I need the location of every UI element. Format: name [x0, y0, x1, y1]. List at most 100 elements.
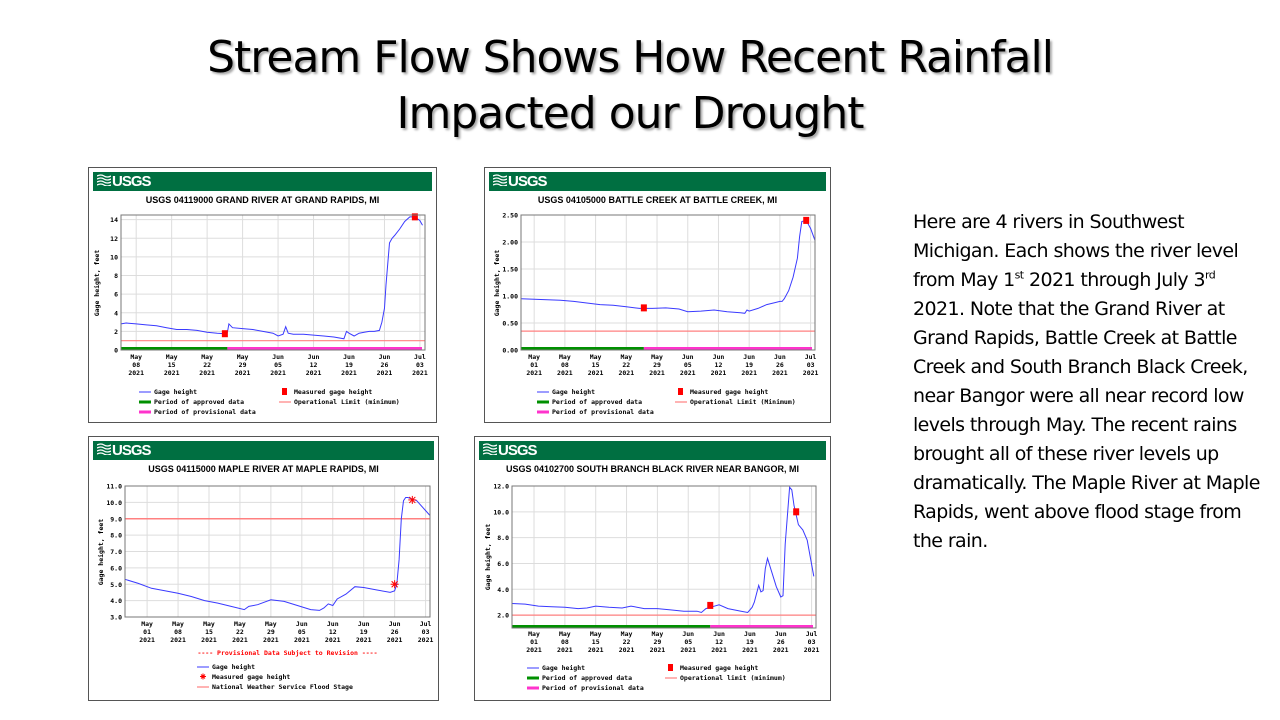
legend-label: Period of provisional data [542, 684, 644, 692]
legend-label: Measured gage height [690, 388, 768, 396]
usgs-logo-text: USGS [112, 173, 152, 190]
usgs-banner: USGS [93, 172, 432, 191]
x-tick-month: Jun [343, 353, 355, 361]
y-tick-label: 2.50 [502, 212, 518, 220]
x-tick-day: 19 [746, 638, 754, 646]
x-tick-year: 2021 [588, 369, 604, 377]
legend-label: Operational limit (minimum) [680, 674, 786, 682]
plot-frame [520, 214, 816, 351]
legend-item: National Weather Service Flood Stage [197, 683, 353, 691]
x-tick-month: Jun [272, 353, 284, 361]
plot-area [512, 486, 816, 628]
x-tick-day: 22 [203, 361, 211, 369]
x-tick-year: 2021 [803, 369, 819, 377]
legend-label: Measured gage height [680, 664, 758, 672]
x-tick-day: 29 [239, 361, 247, 369]
y-axis-label: Gage height, feet [493, 250, 501, 317]
x-tick-year: 2021 [412, 369, 428, 377]
x-tick-year: 2021 [325, 636, 341, 644]
x-tick-month: May [166, 353, 178, 361]
legend-swatch-measured [200, 674, 206, 679]
legend-label: Period of approved data [552, 398, 642, 406]
x-tick-month: May [141, 620, 153, 628]
x-tick-day: 29 [267, 628, 275, 636]
legend-item: Operational Limit (minimum) [279, 398, 400, 406]
usgs-wave-icon [492, 173, 508, 190]
x-tick-month: Jun [775, 630, 787, 638]
legend-item: Period of approved data [527, 674, 632, 682]
x-tick-month: Jun [358, 620, 370, 628]
gage-height-line [520, 219, 816, 314]
y-tick-label: 4.0 [497, 586, 509, 594]
x-tick-year: 2021 [526, 369, 542, 377]
legend-label: Gage height [154, 388, 197, 396]
x-tick-day: 26 [391, 628, 399, 636]
x-tick-day: 22 [622, 361, 630, 369]
x-tick-day: 03 [808, 638, 816, 646]
chart-title: USGS 04115000 MAPLE RIVER AT MAPLE RAPID… [148, 464, 379, 474]
x-tick-year: 2021 [557, 369, 573, 377]
chart-plot: 2.04.06.08.010.012.0May012021May082021Ma… [484, 483, 820, 693]
y-tick-label: 10.0 [106, 499, 122, 507]
x-tick-month: May [559, 353, 571, 361]
x-tick-year: 2021 [377, 369, 393, 377]
x-tick-month: Jul [414, 353, 426, 361]
legend-label: Period of approved data [542, 674, 632, 682]
y-tick-label: 2 [114, 328, 118, 336]
usgs-wave-icon [482, 442, 498, 459]
usgs-logo: USGS [492, 173, 548, 190]
chart-panel-grand-river: USGS USGS 04119000 GRAND RIVER AT GRAND … [88, 167, 437, 423]
measured-gage-marker [640, 304, 647, 312]
x-tick-day: 05 [684, 638, 692, 646]
x-tick-day: 19 [360, 628, 368, 636]
x-tick-year: 2021 [772, 369, 788, 377]
y-tick-label: 4.0 [110, 597, 122, 605]
y-tick-label: 2.00 [502, 239, 518, 247]
plot-frame [124, 485, 431, 618]
x-tick-year: 2021 [680, 646, 696, 654]
x-tick-day: 26 [776, 361, 784, 369]
asterisk-stroke [408, 496, 416, 504]
legend-label: Period of provisional data [154, 408, 256, 416]
description-text: Here are 4 rivers in Southwest Michigan.… [913, 208, 1263, 556]
x-tick-year: 2021 [680, 369, 696, 377]
legend-label: Operational Limit (minimum) [294, 398, 400, 406]
x-tick-year: 2021 [201, 636, 217, 644]
ordinal-suffix-rd: rd [1204, 268, 1216, 282]
x-tick-month: May [590, 630, 602, 638]
y-tick-label: 10.0 [493, 508, 509, 516]
legend-item: Measured gage height [200, 673, 290, 681]
x-tick-day: 22 [623, 638, 631, 646]
y-tick-label: 9.0 [110, 515, 122, 523]
x-tick-year: 2021 [341, 369, 357, 377]
description-part-3: 2021. Note that the Grand River at Grand… [913, 298, 1260, 552]
chart-panel-battle-creek: USGS USGS 04105000 BATTLE CREEK AT BATTL… [484, 167, 831, 423]
chart-plot: 02468101214May082021May152021May222021Ma… [93, 213, 428, 416]
legend-label: Gage height [542, 664, 585, 672]
x-tick-month: May [130, 353, 142, 361]
x-tick-year: 2021 [306, 369, 322, 377]
x-tick-year: 2021 [588, 646, 604, 654]
x-tick-year: 2021 [742, 646, 758, 654]
x-tick-day: 12 [715, 361, 723, 369]
usgs-logo-text: USGS [112, 442, 152, 459]
x-tick-month: May [528, 353, 540, 361]
x-tick-day: 12 [715, 638, 723, 646]
x-tick-day: 15 [592, 361, 600, 369]
usgs-logo: USGS [482, 442, 538, 459]
x-tick-year: 2021 [387, 636, 403, 644]
y-axis-label: Gage height, feet [93, 250, 101, 317]
usgs-logo-text: USGS [508, 173, 548, 190]
x-tick-year: 2021 [773, 646, 789, 654]
y-tick-label: 8 [114, 272, 118, 280]
y-tick-label: 11.0 [106, 483, 122, 491]
legend-item: Gage height [139, 388, 197, 396]
x-tick-month: Jul [805, 353, 817, 361]
measured-gage-marker [803, 216, 810, 224]
legend-swatch-measured [668, 664, 673, 671]
measured-gage-marker [793, 508, 800, 516]
y-tick-label: 6.0 [110, 564, 122, 572]
x-tick-month: Jul [420, 620, 432, 628]
chart-panel-black-river: USGS USGS 04102700 SOUTH BRANCH BLACK RI… [474, 436, 831, 701]
x-tick-month: May [651, 353, 663, 361]
